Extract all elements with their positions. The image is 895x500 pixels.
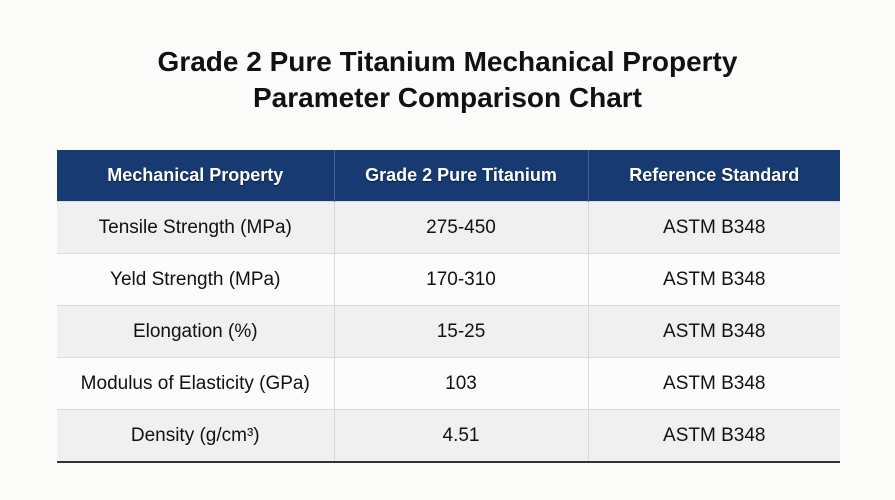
table-header: Mechanical Property Grade 2 Pure Titanium… [57,150,840,202]
table-row: Tensile Strength (MPa) 275-450 ASTM B348 [57,201,840,254]
column-header: Mechanical Property [57,150,335,202]
table-row: Modulus of Elasticity (GPa) 103 ASTM B348 [57,357,840,410]
table-cell: ASTM B348 [588,409,840,462]
table-cell: Elongation (%) [57,305,335,358]
title-block: Grade 2 Pure Titanium Mechanical Propert… [0,44,895,116]
table-cell: ASTM B348 [588,253,840,306]
table-cell: Tensile Strength (MPa) [57,201,335,254]
table-body: Tensile Strength (MPa) 275-450 ASTM B348 Ye… [57,201,840,462]
title: Grade 2 Pure Titanium Mechanical Propert… [157,46,738,113]
column-header: Reference Standard [588,150,840,202]
table-cell: ASTM B348 [588,305,840,358]
table-row: Yeld Strength (MPa) 170-310 ASTM B348 [57,253,840,306]
table-cell: ASTM B348 [588,357,840,410]
table-cell: ASTM B348 [588,201,840,254]
table-cell: Modulus of Elasticity (GPa) [57,357,335,410]
table-cell: 15-25 [334,305,589,358]
table-row: Density (g/cm³) 4.51 ASTM B348 [57,409,840,462]
header-row: Mechanical Property Grade 2 Pure Titanium… [57,150,840,202]
table-cell: 170-310 [334,253,589,306]
table-cell: 275-450 [334,201,589,254]
table-cell: Yeld Strength (MPa) [57,253,335,306]
column-header: Grade 2 Pure Titanium [334,150,589,202]
table-cell: Density (g/cm³) [57,409,335,462]
table-cell: 4.51 [334,409,589,462]
property-table: Mechanical Property Grade 2 Pure Titanium… [57,150,840,463]
table-row: Elongation (%) 15-25 ASTM B348 [57,305,840,358]
table-cell: 103 [334,357,589,410]
